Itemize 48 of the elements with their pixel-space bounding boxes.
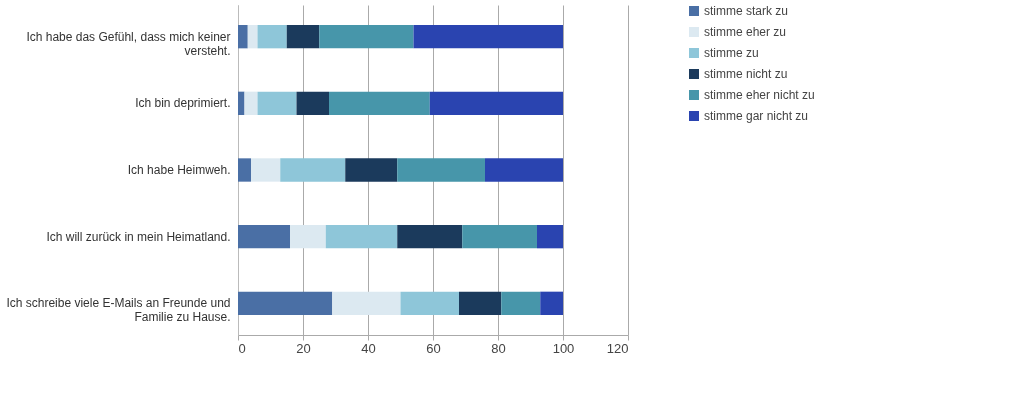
x-tick-label: 0 — [238, 340, 246, 356]
bar — [537, 225, 563, 249]
x-tick-label: 60 — [426, 340, 441, 356]
bar — [290, 225, 326, 249]
bar — [319, 25, 414, 49]
bar — [238, 291, 333, 315]
bar — [251, 158, 281, 182]
bar — [296, 91, 329, 115]
y-tick-label: Ich will zurück in mein Heimatland. — [46, 229, 231, 244]
bar — [238, 158, 251, 182]
x-tick-label: 120 — [606, 340, 629, 356]
y-tick-label: Ich schreibe viele E-Mails an Freunde und Familie zu Hause. — [6, 296, 231, 325]
x-tick-label: 100 — [552, 340, 575, 356]
y-tick-label: Ich habe Heimweh. — [127, 163, 231, 177]
x-tick-label: 80 — [491, 340, 506, 356]
bar — [257, 91, 297, 115]
y-tick-label: Ich bin deprimiert. — [135, 96, 231, 111]
legend-label: stimme gar nicht zu — [704, 109, 809, 123]
bar — [329, 91, 430, 115]
bar — [462, 225, 537, 249]
bar — [459, 291, 502, 315]
bar — [429, 91, 563, 115]
bar — [345, 158, 398, 182]
legend-label: stimme nicht zu — [704, 67, 788, 81]
bar — [332, 291, 401, 315]
bar — [540, 291, 563, 315]
legend-label: stimme stark zu — [704, 4, 789, 18]
bar — [286, 25, 320, 49]
bar — [485, 158, 563, 182]
bar — [238, 25, 248, 49]
x-tick-label: 20 — [296, 340, 311, 356]
legend-label: stimme eher zu — [704, 25, 787, 39]
bar — [397, 225, 463, 249]
bar — [400, 291, 459, 315]
y-tick-label: Ich habe das Gefühl, dass mich keiner versteht. — [26, 29, 231, 58]
legend-label: stimme eher nicht zu — [704, 88, 815, 102]
bar — [280, 158, 346, 182]
bar — [257, 25, 287, 49]
legend-label: stimme zu — [704, 46, 759, 60]
bar — [244, 91, 258, 115]
bar — [238, 91, 245, 115]
bar — [501, 291, 541, 315]
x-tick-label: 40 — [361, 340, 376, 356]
bar — [325, 225, 398, 249]
bar — [397, 158, 485, 182]
bar — [413, 25, 563, 49]
bar — [238, 225, 290, 249]
bar — [247, 25, 258, 49]
